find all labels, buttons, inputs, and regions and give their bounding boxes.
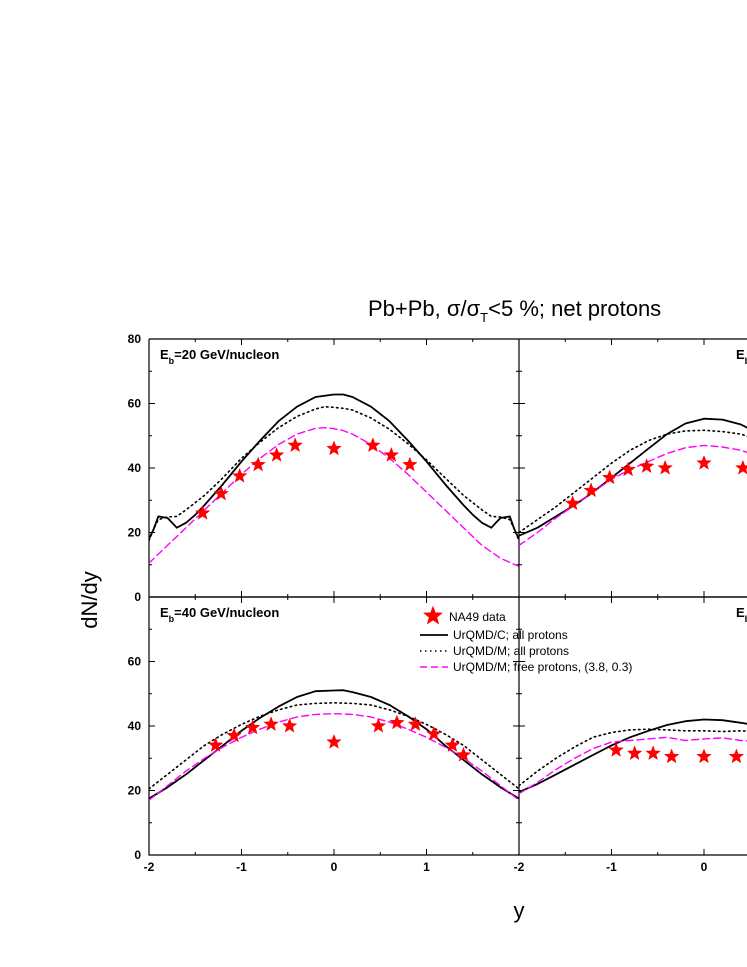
series-line-free [519, 736, 747, 795]
y-tick-label: 60 [128, 397, 142, 411]
series-line-c [149, 393, 519, 540]
y-tick-label: 0 [134, 590, 141, 604]
series-line-c [519, 417, 747, 537]
data-point-star [564, 495, 581, 511]
x-tick-label: -1 [606, 860, 617, 874]
y-tick-label: 0 [134, 848, 141, 862]
data-point-star [263, 716, 279, 732]
data-point-star [370, 717, 387, 733]
legend-item-urqmd-m: UrQMD/M; all protons [420, 644, 569, 658]
y-tick-label: 40 [128, 719, 142, 733]
data-point-star [620, 461, 636, 477]
x-tick-label: -1 [236, 860, 247, 874]
data-point-star [601, 469, 618, 485]
data-point-star [281, 717, 298, 733]
series-line-c [519, 718, 747, 793]
data-point-star [389, 714, 405, 730]
legend-item-urqmd-c: UrQMD/C; all protons [420, 628, 568, 642]
figure-title: Pb+Pb, σ/σT<5 %; net protons [368, 296, 661, 325]
series-line-free [149, 427, 519, 568]
data-point-star [268, 446, 285, 462]
data-point-star [444, 737, 461, 752]
data-point-star [455, 746, 472, 762]
data-point-star [213, 485, 229, 501]
data-point-star [426, 725, 442, 741]
legend: NA49 data UrQMD/C; all protons UrQMD/M; … [420, 605, 632, 674]
data-point-star [608, 741, 624, 757]
data-point-star [696, 455, 712, 470]
data-point-star [231, 467, 248, 483]
y-tick-label: 20 [128, 526, 142, 540]
series-line-m [519, 429, 747, 534]
panel-top-right: Eb [518, 338, 747, 598]
panel-bottom-right: -1 0 Eb [518, 596, 747, 874]
x-tick-label: -2 [514, 860, 525, 874]
legend-star-marker [423, 605, 443, 625]
x-axis-label: y [514, 898, 525, 923]
series-line-m [519, 728, 747, 787]
y-tick-label: 40 [128, 461, 142, 475]
data-point-star [402, 456, 418, 472]
legend-item-urqmd-free: UrQMD/M; free protons, (3.8, 0.3) [420, 660, 632, 674]
data-point-star [696, 748, 712, 764]
data-point-star [194, 504, 211, 520]
panel-bottom-left: 0 20 40 60 -2 -1 0 1 -2 Eb=40 GeV/nucleon [128, 596, 525, 874]
panel-top-left: 0 20 40 60 80 Eb=20 GeV/nucleon [128, 332, 520, 604]
data-point-star [287, 437, 303, 453]
legend-item-data: NA49 data [423, 605, 506, 625]
data-point-star [207, 737, 224, 752]
x-tick-label: -2 [144, 860, 155, 874]
data-point-star [383, 446, 400, 462]
panel-label: Eb [736, 605, 747, 624]
x-tick-label: 0 [331, 860, 338, 874]
data-point-star [735, 459, 747, 475]
series-line-free [519, 444, 747, 547]
y-axis-label: dN/dy [77, 571, 102, 628]
panel-label: Eb=40 GeV/nucleon [160, 605, 279, 624]
data-point-star [728, 748, 745, 764]
data-point-star [626, 745, 643, 761]
data-point-star [645, 745, 661, 761]
legend-label-data: NA49 data [449, 610, 506, 624]
data-point-star [407, 716, 424, 732]
series-line-free [149, 713, 519, 801]
series-line-m [149, 405, 519, 542]
data-point-star [583, 482, 599, 498]
data-point-star [638, 458, 655, 474]
y-tick-label: 60 [128, 655, 142, 669]
y-tick-label: 80 [128, 332, 142, 346]
data-point-star [657, 459, 673, 475]
series-line-m [149, 702, 519, 790]
y-tick-label: 20 [128, 784, 142, 798]
x-tick-label: 0 [701, 860, 708, 874]
data-point-star [244, 719, 261, 735]
x-tick-label: 1 [423, 860, 430, 874]
panel-label: Eb=20 GeV/nucleon [160, 347, 279, 366]
data-point-star [326, 440, 342, 456]
data-point-star [663, 748, 680, 764]
legend-label-urqmd-m: UrQMD/M; all protons [453, 644, 569, 658]
data-point-star [250, 456, 266, 472]
data-point-star [365, 437, 381, 453]
data-point-star [326, 733, 342, 749]
panel-frame [148, 338, 519, 598]
data-point-star [226, 727, 242, 743]
panel-label: Eb [736, 347, 747, 366]
legend-label-urqmd-c: UrQMD/C; all protons [453, 628, 568, 642]
legend-label-urqmd-free: UrQMD/M; free protons, (3.8, 0.3) [453, 660, 632, 674]
